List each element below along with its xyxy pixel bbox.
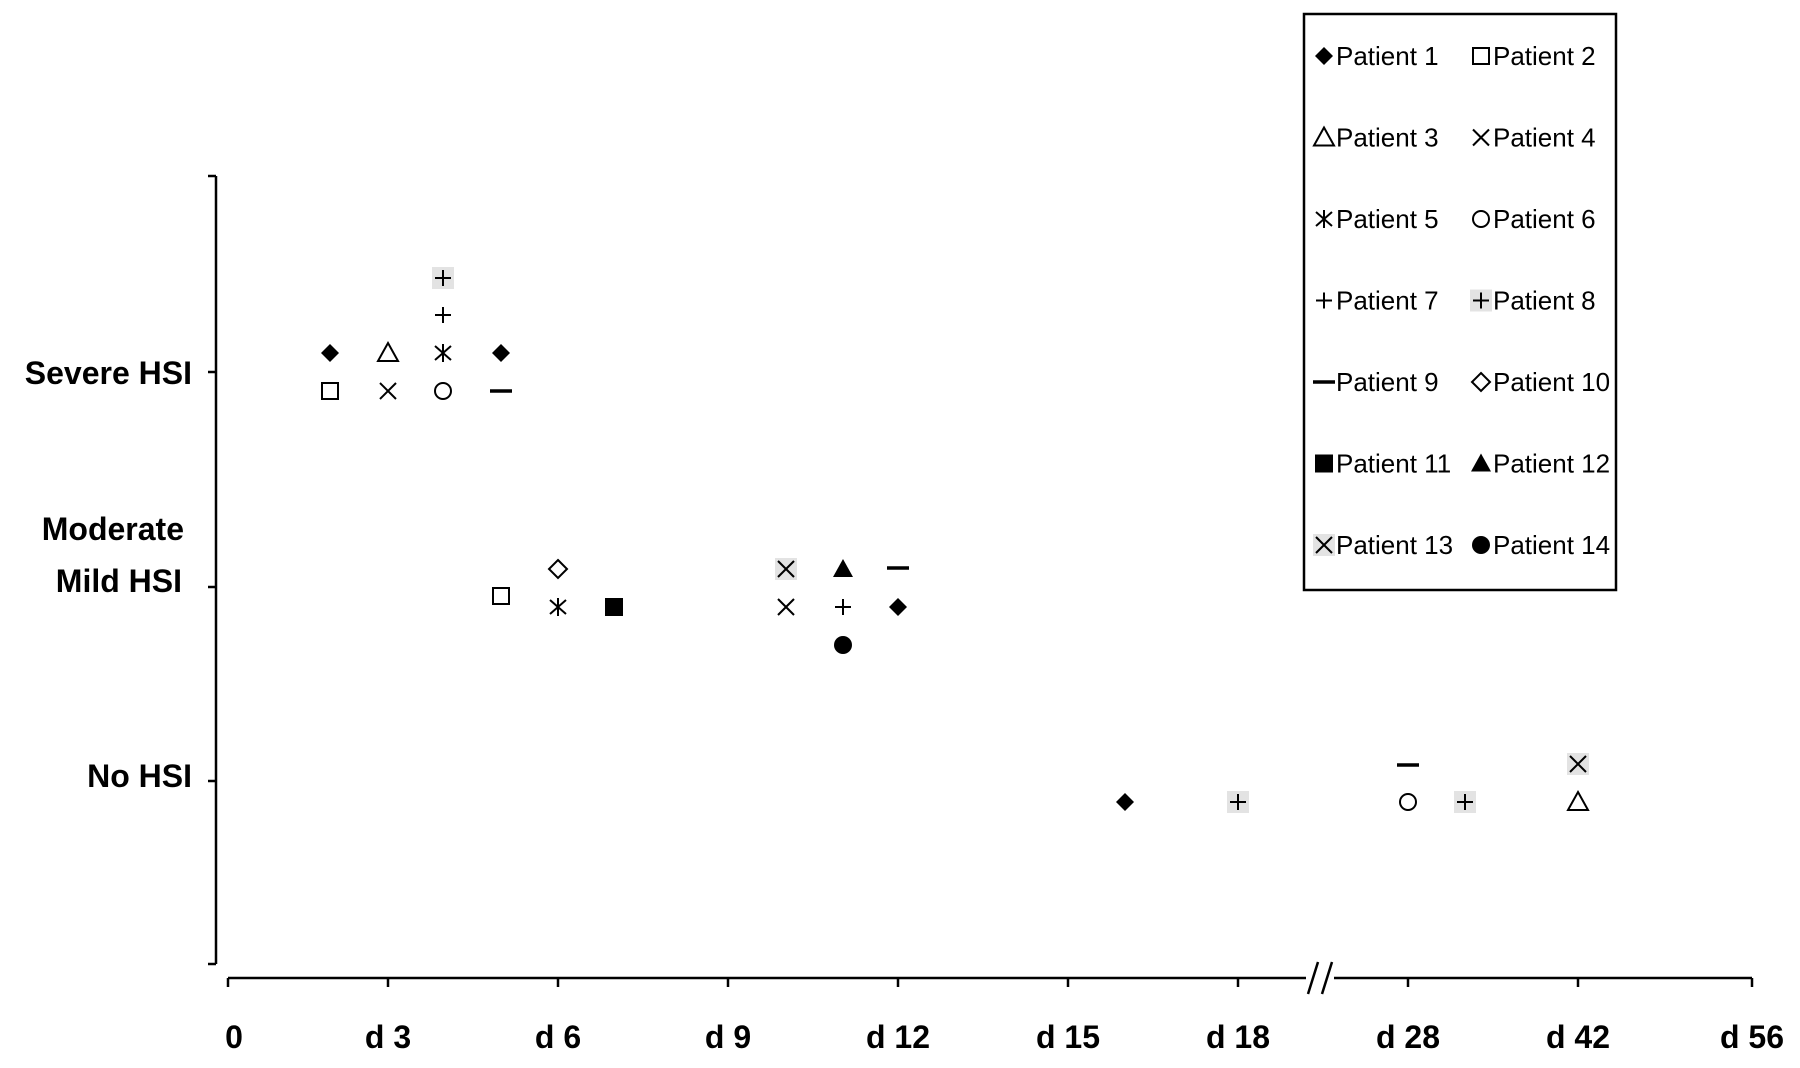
x-tick-label: d 12 — [866, 1019, 930, 1055]
patient-2-legend-marker — [1472, 47, 1490, 65]
patient-14-point — [834, 636, 852, 654]
patient-3-legend-marker — [1312, 125, 1336, 147]
patient-1-point — [321, 344, 339, 362]
legend-label: Patient 13 — [1336, 530, 1453, 560]
legend-item-patient-4: Patient 4 — [1472, 123, 1596, 153]
patient-13-point — [775, 558, 797, 580]
legend-label: Patient 2 — [1493, 41, 1596, 71]
patient-6-legend-marker — [1472, 210, 1490, 228]
legend-label: Patient 11 — [1336, 449, 1451, 479]
patient-4-point — [379, 382, 397, 400]
data-points — [321, 267, 1590, 813]
legend-item-patient-5: Patient 5 — [1315, 204, 1439, 234]
patient-11-legend-marker — [1315, 454, 1333, 473]
legend-item-patient-12: Patient 12 — [1471, 449, 1610, 479]
patient-4-legend-marker — [1472, 128, 1490, 147]
legend-item-patient-3: Patient 3 — [1312, 123, 1439, 153]
patient-2-point — [321, 382, 339, 400]
legend-item-patient-10: Patient 10 — [1470, 367, 1610, 397]
patient-5-point — [434, 344, 452, 362]
legend-label: Patient 3 — [1336, 123, 1439, 153]
patient-7-point — [435, 307, 451, 323]
x-tick-label: d 42 — [1546, 1019, 1610, 1055]
x-tick-label: d 9 — [705, 1019, 751, 1055]
legend-item-patient-14: Patient 14 — [1472, 530, 1610, 560]
legend-label: Patient 1 — [1336, 41, 1439, 71]
legend-label: Patient 4 — [1493, 123, 1596, 153]
patient-3-point — [376, 340, 400, 362]
legend-label: Patient 8 — [1493, 286, 1596, 316]
patient-1-point — [492, 344, 510, 362]
axis-break-mark — [1306, 961, 1320, 995]
legend-label: Patient 10 — [1493, 367, 1610, 397]
patient-1-legend-marker — [1315, 47, 1333, 65]
patient-12-legend-marker — [1471, 453, 1491, 472]
patient-13-legend-marker — [1313, 534, 1335, 556]
patient-6-point — [434, 382, 452, 400]
patient-5-legend-marker — [1315, 210, 1333, 228]
legend-box — [1302, 12, 1618, 592]
patient-3-point — [1566, 789, 1590, 811]
y-tick-label: Mild HSI — [56, 563, 182, 599]
legend-item-patient-13: Patient 13 — [1313, 530, 1453, 560]
patient-14-legend-marker — [1472, 536, 1490, 554]
legend-item-patient-7: Patient 7 — [1316, 286, 1439, 316]
legend-item-patient-2: Patient 2 — [1472, 41, 1596, 71]
legend-item-patient-8: Patient 8 — [1470, 286, 1596, 316]
x-tick-label: d 56 — [1720, 1019, 1784, 1055]
y-tick-label: Moderate — [42, 511, 184, 547]
legend-label: Patient 5 — [1336, 204, 1439, 234]
legend-label: Patient 7 — [1336, 286, 1439, 316]
legend-label: Patient 9 — [1336, 367, 1439, 397]
patient-8-legend-marker — [1470, 289, 1492, 312]
legend-item-patient-6: Patient 6 — [1472, 204, 1596, 234]
patient-7-legend-marker — [1316, 292, 1332, 309]
y-tick-label: Severe HSI — [25, 355, 192, 391]
legend-label: Patient 14 — [1493, 530, 1610, 560]
patient-7-point — [835, 599, 851, 615]
legend-item-patient-9: Patient 9 — [1313, 367, 1439, 397]
x-tick-label: d 18 — [1206, 1019, 1270, 1055]
x-tick-label: d 3 — [365, 1019, 411, 1055]
legend-item-patient-1: Patient 1 — [1315, 41, 1439, 71]
x-tick-label: 0 — [225, 1019, 243, 1055]
patient-13-point — [1567, 753, 1589, 775]
patient-1-point — [889, 598, 907, 616]
patient-6-point — [1399, 793, 1417, 811]
patient-8-point — [1454, 791, 1476, 813]
legend-item-patient-11: Patient 11 — [1315, 449, 1451, 479]
patient-8-point — [1227, 791, 1249, 813]
legend-label: Patient 6 — [1493, 204, 1596, 234]
legend: Patient 1 Patient 2 Patient 3 Patient 4 Pati… — [1302, 12, 1618, 592]
patient-12-point — [833, 559, 853, 577]
patient-4-point — [777, 598, 795, 616]
patient-2-point — [492, 587, 510, 605]
x-tick-label: d 15 — [1036, 1019, 1100, 1055]
x-tick-label: d 6 — [535, 1019, 581, 1055]
patient-1-point — [1116, 793, 1134, 811]
patient-8-point — [432, 267, 454, 289]
patient-10-point — [547, 558, 569, 580]
patient-5-point — [549, 598, 567, 616]
axis-break-mark — [1320, 961, 1334, 995]
x-tick-label: d 28 — [1376, 1019, 1440, 1055]
patient-10-legend-marker — [1470, 371, 1492, 393]
y-tick-label: No HSI — [87, 758, 192, 794]
legend-label: Patient 12 — [1493, 449, 1610, 479]
patient-11-point — [605, 598, 623, 616]
